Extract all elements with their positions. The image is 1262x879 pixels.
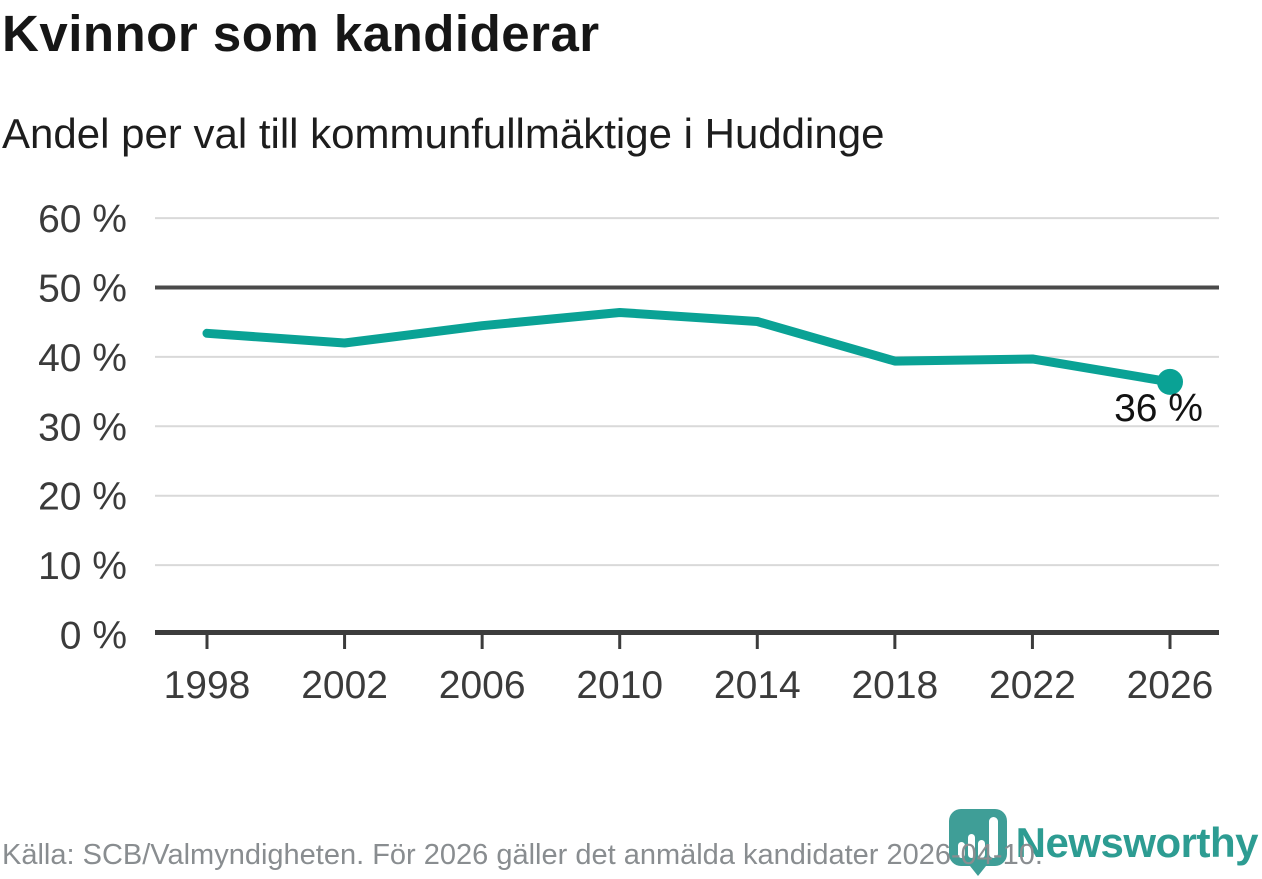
x-tick-label-2014: 2014 xyxy=(714,664,801,707)
x-tick-label-2010: 2010 xyxy=(576,664,663,707)
newsworthy-pin-icon xyxy=(948,809,1007,876)
x-tick-label-1998: 1998 xyxy=(164,664,251,707)
y-tick-label-20: 20 % xyxy=(38,476,127,519)
endpoint-marker xyxy=(1157,368,1183,395)
chart-title: Kvinnor som kandiderar xyxy=(2,5,600,62)
chart-subtitle: Andel per val till kommunfullmäktige i H… xyxy=(2,110,885,157)
x-tick-label-2022: 2022 xyxy=(989,664,1076,707)
y-tick-label-50: 50 % xyxy=(38,268,127,311)
newsworthy-logo: Newsworthy xyxy=(948,809,1259,876)
x-tick-label-2006: 2006 xyxy=(439,664,526,707)
y-tick-label-40: 40 % xyxy=(38,337,127,380)
line-chart: 0 % 10 % 20 % 30 % 40 % 50 % 60 % 1998 2002 2006 2… xyxy=(38,198,1219,707)
x-tick-label-2018: 2018 xyxy=(851,664,938,707)
y-tick-label-10: 10 % xyxy=(38,545,127,588)
data-line xyxy=(202,307,1175,387)
y-tick-label-0: 0 % xyxy=(60,615,127,658)
y-tick-label-60: 60 % xyxy=(38,198,127,241)
newsworthy-wordmark: Newsworthy xyxy=(1015,818,1259,866)
x-tick-label-2026: 2026 xyxy=(1127,664,1214,707)
x-tick-label-2002: 2002 xyxy=(301,664,388,707)
source-note: Källa: SCB/Valmyndigheten. För 2026 gäll… xyxy=(2,839,1043,871)
x-axis-line xyxy=(155,630,1219,635)
y-tick-label-30: 30 % xyxy=(38,406,127,449)
end-value-label: 36 % xyxy=(1114,387,1203,430)
